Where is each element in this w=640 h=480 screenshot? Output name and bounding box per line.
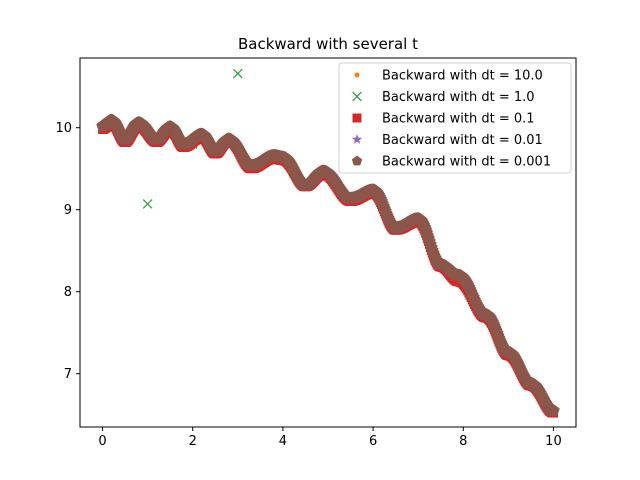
legend-marker bbox=[352, 91, 362, 102]
x-tick-label: 8 bbox=[459, 434, 467, 449]
legend-marker bbox=[354, 72, 360, 78]
data-point bbox=[232, 68, 243, 79]
x-tick-label: 0 bbox=[98, 434, 106, 449]
x-axis: 0 2 4 6 8 10 bbox=[98, 427, 562, 449]
data-point bbox=[142, 199, 153, 209]
y-tick-label: 8 bbox=[64, 285, 72, 300]
plot-area bbox=[96, 68, 560, 418]
y-axis: 7 8 9 10 bbox=[55, 121, 80, 382]
x-marker-stroke bbox=[352, 91, 362, 102]
legend-label: Backward with dt = 1.0 bbox=[382, 90, 535, 105]
y-tick-label: 10 bbox=[55, 121, 72, 136]
y-tick-label: 7 bbox=[64, 367, 72, 382]
series-4 bbox=[96, 113, 560, 416]
legend-label: Backward with dt = 0.001 bbox=[382, 155, 551, 170]
legend-label: Backward with dt = 0.01 bbox=[382, 133, 543, 148]
legend-label: Backward with dt = 10.0 bbox=[382, 69, 543, 84]
x-marker-stroke bbox=[142, 199, 153, 209]
legend-marker bbox=[352, 113, 362, 123]
x-tick-label: 10 bbox=[545, 434, 562, 449]
legend-frame bbox=[338, 62, 572, 174]
plot-frame bbox=[79, 57, 577, 428]
x-tick-label: 6 bbox=[369, 434, 377, 449]
x-marker-stroke bbox=[232, 68, 243, 79]
chart-title: Backward with several t bbox=[238, 35, 418, 53]
legend-marker bbox=[351, 155, 363, 166]
y-tick-label: 9 bbox=[64, 203, 72, 218]
x-tick-label: 2 bbox=[189, 434, 197, 449]
legend-label: Backward with dt = 0.1 bbox=[382, 112, 535, 127]
legend-marker bbox=[351, 134, 363, 144]
x-tick-label: 4 bbox=[279, 434, 287, 449]
data-point bbox=[547, 404, 560, 416]
legend: Backward with dt = 10.0 Backward with dt … bbox=[338, 62, 572, 174]
